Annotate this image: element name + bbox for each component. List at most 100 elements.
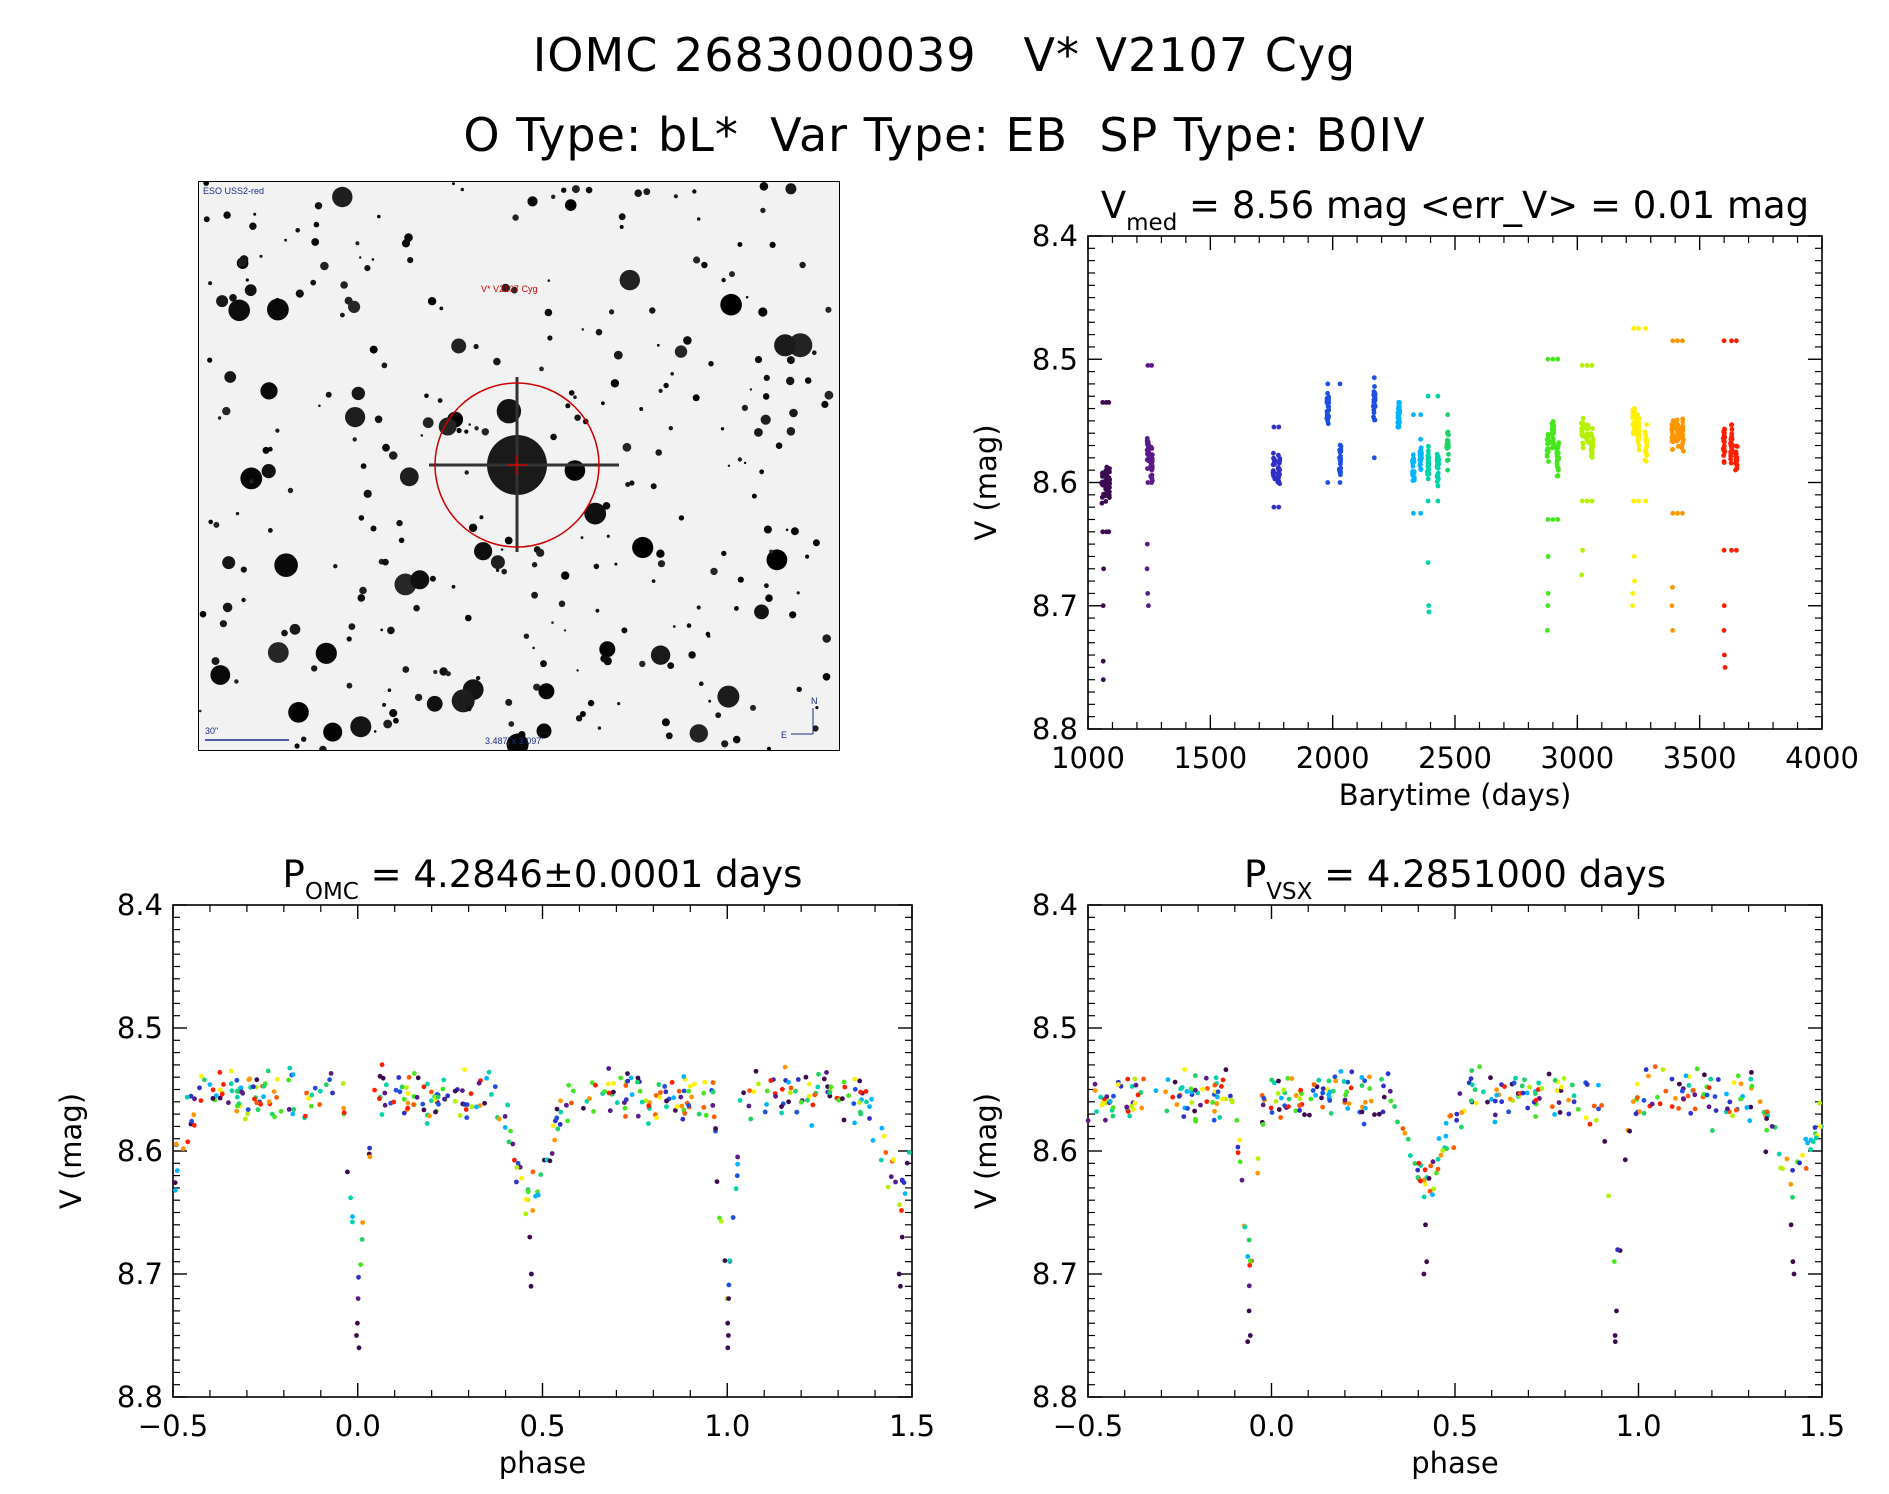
data-point xyxy=(1436,1136,1442,1141)
field-star xyxy=(745,295,749,299)
data-point xyxy=(1631,554,1637,559)
data-point xyxy=(1527,1084,1532,1090)
data-point xyxy=(899,1234,905,1240)
field-star xyxy=(769,241,776,248)
data-point xyxy=(1395,424,1401,430)
data-point xyxy=(747,1088,752,1094)
data-point xyxy=(406,1074,412,1080)
data-point xyxy=(1149,464,1154,469)
data-point xyxy=(235,1103,240,1109)
data-point xyxy=(1100,603,1106,609)
data-point xyxy=(1276,466,1282,472)
data-point xyxy=(1544,452,1550,458)
data-point xyxy=(1247,1333,1253,1338)
data-point xyxy=(236,1101,242,1106)
data-point xyxy=(1728,456,1734,462)
field-star xyxy=(393,717,399,724)
data-point xyxy=(1286,1104,1291,1109)
data-point xyxy=(1644,453,1650,458)
data-point xyxy=(477,1103,483,1108)
data-point xyxy=(1545,628,1550,633)
field-star xyxy=(527,196,538,207)
field-star xyxy=(536,723,552,739)
data-point xyxy=(1242,1224,1248,1230)
field-star xyxy=(670,372,674,376)
data-point xyxy=(673,1108,678,1113)
data-point xyxy=(188,1093,194,1099)
data-point xyxy=(1679,435,1685,440)
data-point xyxy=(1325,414,1331,420)
data-point xyxy=(469,1104,475,1110)
data-point xyxy=(1103,472,1109,478)
data-point xyxy=(686,1104,692,1110)
data-point xyxy=(1235,1144,1241,1150)
field-star xyxy=(424,393,429,399)
data-point xyxy=(291,1107,297,1112)
data-point xyxy=(1141,1076,1146,1082)
data-point xyxy=(1545,441,1550,447)
data-point xyxy=(1671,436,1676,442)
data-point xyxy=(379,1112,385,1117)
data-point xyxy=(505,1102,511,1108)
data-point xyxy=(1536,1087,1541,1092)
data-point xyxy=(656,1082,662,1087)
data-point xyxy=(1193,1118,1199,1124)
data-point xyxy=(1680,435,1686,441)
data-point xyxy=(1803,1136,1809,1142)
data-point xyxy=(1776,1151,1782,1157)
data-point xyxy=(1729,445,1734,450)
data-point xyxy=(753,1068,759,1074)
data-point xyxy=(1631,430,1636,435)
field-star xyxy=(656,343,660,347)
data-point xyxy=(1436,460,1441,466)
data-point xyxy=(1740,1094,1745,1099)
data-point xyxy=(696,1111,702,1117)
data-point xyxy=(174,1168,180,1173)
data-point xyxy=(901,1180,907,1185)
data-point xyxy=(1729,445,1734,450)
field-star xyxy=(249,222,257,230)
field-star xyxy=(287,487,294,494)
data-point xyxy=(1435,498,1441,504)
data-point xyxy=(1459,1124,1464,1130)
data-point xyxy=(1673,1096,1678,1101)
data-point xyxy=(372,1087,377,1093)
data-point xyxy=(1277,467,1283,473)
data-point xyxy=(1674,423,1680,429)
data-point xyxy=(904,1160,910,1166)
data-point xyxy=(405,1105,411,1111)
data-point xyxy=(1630,603,1635,609)
data-point xyxy=(1425,453,1431,459)
data-point xyxy=(1107,489,1112,495)
field-star xyxy=(340,281,348,289)
data-point xyxy=(1411,476,1417,481)
x-tick-label: 1000 xyxy=(1051,741,1125,775)
data-point xyxy=(857,1100,862,1105)
data-point xyxy=(312,1085,318,1091)
data-point xyxy=(1425,462,1431,468)
data-point xyxy=(1635,1095,1640,1100)
data-point xyxy=(1649,1101,1655,1107)
data-point xyxy=(1632,406,1637,411)
data-point xyxy=(786,1099,791,1105)
data-point xyxy=(816,1071,821,1077)
data-point xyxy=(1434,451,1440,457)
data-point xyxy=(1585,426,1591,432)
data-point xyxy=(1764,1109,1770,1115)
y-tick-label: 8.6 xyxy=(1032,466,1078,500)
field-star xyxy=(388,451,398,460)
data-point xyxy=(1676,1106,1681,1111)
field-star xyxy=(508,721,515,727)
data-point xyxy=(1551,430,1556,436)
data-point xyxy=(173,1187,178,1193)
data-point xyxy=(1445,467,1451,473)
data-point xyxy=(1670,439,1676,445)
data-point xyxy=(1426,461,1431,467)
data-point xyxy=(1589,445,1595,451)
field-star xyxy=(613,350,623,360)
data-point xyxy=(1395,415,1401,421)
data-point xyxy=(1477,1064,1482,1070)
data-point xyxy=(1325,480,1331,485)
data-point xyxy=(806,1093,812,1099)
data-point xyxy=(635,1079,640,1085)
